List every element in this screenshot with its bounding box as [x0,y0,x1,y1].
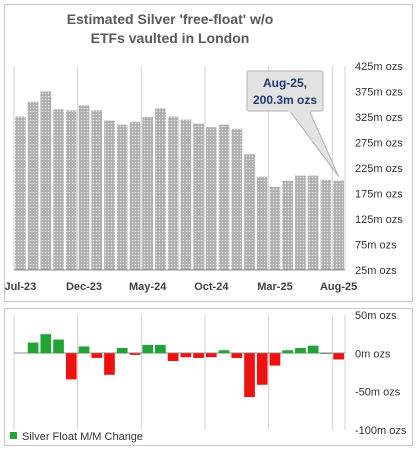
change-bar-jan-25 [244,353,255,398]
bottom-y-tick-label: 0m ozs [355,348,391,360]
change-bar-jul-24 [167,353,179,361]
change-bar-nov-24 [218,350,230,354]
top-y-tick-label: 175m ozs [355,189,403,201]
top-bar-oct-23 [53,109,64,270]
change-bar-oct-24 [205,353,217,358]
top-x-tick-label: Oct-24 [194,281,229,293]
top-bar-aug-24 [180,119,192,270]
top-bar-aug-23 [27,101,39,270]
top-bar-apr-24 [129,122,141,270]
change-bar-jun-24 [155,344,166,354]
callout-label-line-1: Aug-25, [263,76,307,90]
top-y-tick-label: 125m ozs [355,214,403,226]
callout-label-line-2: 200.3m ozs [253,93,317,107]
top-bar-may-25 [295,175,306,270]
change-bar-apr-25 [282,350,294,354]
top-y-tick-label: 275m ozs [355,138,403,150]
callout-pointer-joint [288,108,310,112]
callout-box [246,70,324,112]
top-bar-may-24 [142,117,154,270]
top-bar-feb-24 [104,120,115,270]
top-y-tick-label: 375m ozs [355,87,403,99]
top-bar-dec-24 [231,128,243,270]
bottom-chart-gridlines [13,315,346,430]
top-bar-nov-24 [218,124,230,271]
bottom-y-tick-label: -50m ozs [355,387,401,399]
change-bar-apr-24 [129,353,141,355]
change-bar-feb-24 [104,353,115,375]
top-chart-bars [15,91,344,271]
change-bar-nov-23 [65,353,77,380]
top-bar-sep-24 [193,123,204,270]
top-x-tick-label: Jul-23 [4,281,36,293]
top-bar-mar-24 [116,124,128,271]
change-bar-jul-25 [320,353,332,354]
legend-label: Silver Float M/M Change [22,431,143,443]
change-bar-oct-23 [53,339,64,354]
top-y-tick-label: 425m ozs [355,61,403,73]
change-bar-mar-25 [269,353,281,366]
top-bar-feb-25 [256,176,268,270]
top-bar-jul-24 [167,116,179,271]
bottom-chart-y-tick-labels: -100m ozs -50m ozs 0m ozs 50m ozs [355,310,407,437]
top-bar-nov-23 [65,110,77,271]
change-bar-feb-25 [256,353,268,385]
change-bar-may-25 [295,347,306,354]
top-bar-dec-23 [78,105,90,271]
change-bar-may-24 [142,344,154,354]
top-x-tick-label: Aug-25 [320,281,357,293]
top-y-tick-label: 75m ozs [355,240,397,252]
bottom-chart-frame [4,308,413,446]
top-x-tick-label: Mar-25 [257,281,292,293]
top-bar-jul-23 [15,116,26,271]
change-bar-aug-23 [27,342,39,354]
top-y-tick-label: 325m ozs [355,112,403,124]
top-bar-oct-24 [205,127,217,270]
bottom-y-tick-label: 50m ozs [355,310,397,322]
top-chart-title-line-2: ETFs vaulted in London [91,30,250,46]
change-bar-aug-24 [180,353,192,358]
change-bar-mar-24 [116,347,128,354]
top-chart-y-tick-labels: 25m ozs 75m ozs 125m ozs 175m ozs 225m ozs 27… [355,61,403,277]
bottom-chart-bars [27,334,344,398]
top-y-tick-label: 25m ozs [355,265,397,277]
change-bar-dec-24 [231,353,243,358]
top-bar-jan-24 [91,110,103,271]
legend-swatch [10,432,17,439]
top-bar-jun-24 [155,108,166,270]
top-y-tick-label: 225m ozs [355,163,403,175]
change-bar-sep-24 [193,353,204,358]
change-bar-sep-23 [40,334,52,354]
top-chart-title-line-1: Estimated Silver 'free-float' w/o [67,11,274,27]
change-bar-jun-25 [307,345,319,354]
bottom-y-tick-label: -100m ozs [355,425,407,437]
top-x-tick-label: May-24 [129,281,167,293]
top-bar-jul-25 [320,179,332,270]
top-bar-aug-25 [333,180,344,270]
change-bar-dec-23 [78,346,90,354]
change-bar-jan-24 [91,353,103,358]
top-bar-mar-25 [269,186,281,270]
top-bar-jun-25 [307,175,319,270]
top-bar-sep-23 [40,91,52,270]
top-chart-x-tick-labels: Jul-23 Dec-23 May-24 Oct-24 Mar-25 Aug-25 [4,281,357,293]
change-bar-aug-25 [333,353,344,360]
top-x-tick-label: Dec-23 [66,281,102,293]
top-bar-jan-25 [244,154,255,270]
top-bar-apr-25 [282,180,294,270]
